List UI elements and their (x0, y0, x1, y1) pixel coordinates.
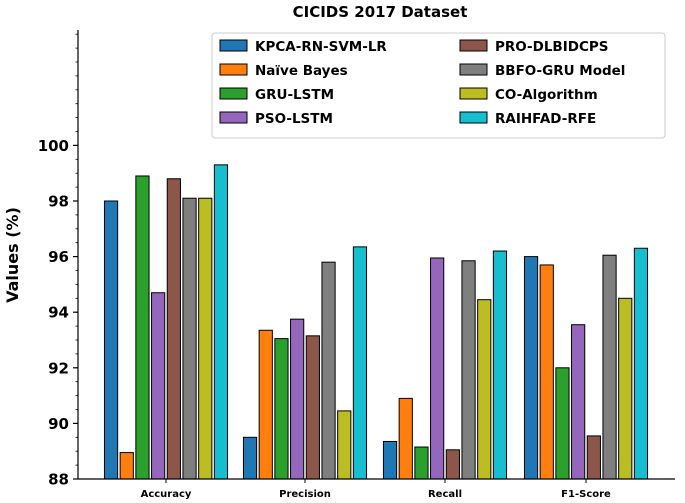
bar-raihfad-rfe-accuracy (213, 164, 229, 480)
bar-gru-lstm-precision (274, 338, 289, 480)
legend-label-pso-lstm: PSO-LSTM (255, 111, 333, 127)
bar-bbfo-gru-model-f1-score (602, 254, 617, 480)
bar-gru-lstm-recall (414, 446, 429, 480)
legend-frame (211, 32, 666, 139)
x-tick-label-accuracy: Accuracy (141, 489, 192, 500)
legend-label-co-algorithm: CO-Algorithm (495, 87, 598, 103)
bar-co-algorithm-f1-score (618, 297, 633, 480)
y-tick-label: 90 (48, 415, 69, 433)
legend-label-na-ve-bayes: Naïve Bayes (255, 63, 348, 79)
bar-bbfo-gru-model-recall (461, 260, 476, 480)
y-tick-label: 92 (48, 359, 69, 377)
axes-group: 88 90 92 94 96 98 100 Accuracy Precision Recall F1… (38, 30, 675, 500)
bar-pro-dlbidcps-accuracy (166, 178, 181, 480)
y-tick-label: 88 (48, 471, 69, 489)
legend-label-gru-lstm: GRU-LSTM (255, 87, 334, 103)
bar-pro-dlbidcps-recall (445, 449, 460, 480)
legend-swatch-kpca-rn-svm-lr (219, 39, 248, 52)
legend-label-pro-dlbidcps: PRO-DLBIDCPS (495, 39, 608, 55)
bar-raihfad-rfe-recall (492, 250, 508, 480)
legend-label-kpca-rn-svm-lr: KPCA-RN-SVM-LR (255, 39, 387, 55)
x-tick-label-recall: Recall (428, 489, 462, 500)
bar-kpca-rn-svm-lr-accuracy (103, 200, 119, 480)
bar-co-algorithm-precision (337, 410, 352, 480)
y-tick-label: 100 (38, 137, 69, 155)
legend-swatch-raihfad-rfe (459, 111, 488, 124)
y-axis-label: Values (%) (3, 207, 22, 303)
bar-pso-lstm-accuracy (151, 292, 166, 480)
legend-swatch-pso-lstm (219, 111, 248, 124)
bar-pso-lstm-f1-score (571, 324, 586, 480)
bars-group (103, 164, 649, 480)
x-tick-label-precision: Precision (279, 489, 331, 500)
bar-kpca-rn-svm-lr-f1-score (523, 256, 539, 480)
legend-swatch-co-algorithm (459, 87, 488, 100)
bar-bbfo-gru-model-precision (321, 261, 336, 480)
y-tick-label: 98 (48, 193, 69, 211)
legend-label-raihfad-rfe: RAIHFAD-RFE (495, 111, 596, 127)
legend-swatch-pro-dlbidcps (459, 39, 488, 52)
bar-kpca-rn-svm-lr-precision (242, 436, 258, 480)
y-tick-label: 96 (48, 248, 69, 266)
bar-kpca-rn-svm-lr-recall (382, 440, 398, 480)
bar-pro-dlbidcps-f1-score (586, 435, 601, 480)
legend-swatch-bbfo-gru-model (459, 63, 488, 76)
x-tick-label-f1-score: F1-Score (561, 489, 611, 500)
bar-na-ve-bayes-precision (258, 329, 273, 480)
legend-label-bbfo-gru-model: BBFO-GRU Model (495, 63, 625, 79)
bar-gru-lstm-f1-score (555, 367, 570, 480)
legend: KPCA-RN-SVM-LR Naïve Bayes GRU-LSTM PSO-LST… (211, 32, 666, 139)
bar-na-ve-bayes-accuracy (119, 452, 134, 480)
bar-co-algorithm-accuracy (198, 197, 213, 480)
y-tick-label: 94 (48, 304, 69, 322)
chart-title: CICIDS 2017 Dataset (293, 3, 468, 21)
bar-pso-lstm-recall (430, 257, 445, 480)
bar-raihfad-rfe-f1-score (633, 247, 649, 480)
bar-gru-lstm-accuracy (135, 175, 150, 480)
legend-swatch-gru-lstm (219, 87, 248, 100)
bar-co-algorithm-recall (477, 299, 492, 480)
legend-swatch-na-ve-bayes (219, 63, 248, 76)
bar-na-ve-bayes-recall (398, 397, 413, 480)
bar-raihfad-rfe-precision (352, 246, 368, 480)
bar-pso-lstm-precision (290, 318, 305, 480)
bar-na-ve-bayes-f1-score (539, 264, 554, 480)
bar-pro-dlbidcps-precision (305, 335, 320, 480)
bar-bbfo-gru-model-accuracy (182, 197, 197, 480)
